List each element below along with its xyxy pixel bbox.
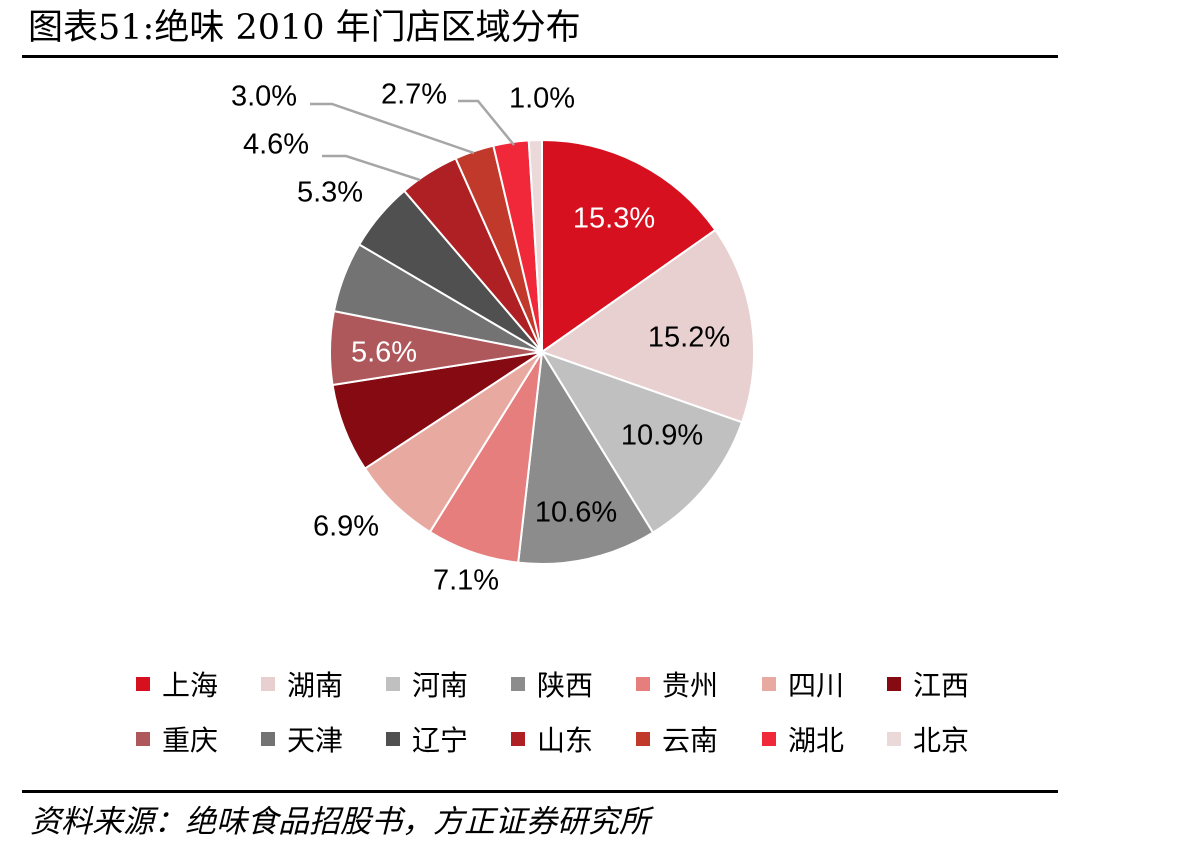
legend-label: 上海 — [162, 669, 219, 702]
legend-swatch — [386, 732, 400, 746]
data-label-湖北: 2.7% — [381, 79, 447, 111]
pie-slice-湖南 — [539, 228, 755, 424]
title-rule — [22, 55, 1058, 58]
chart-title: 图表51:绝味 2010 年门店区域分布 — [28, 8, 581, 48]
legend-label: 河南 — [412, 669, 469, 702]
legend-swatch — [136, 677, 150, 691]
data-label-辽宁: 5.3% — [297, 177, 363, 209]
pie-slice-河南 — [539, 350, 744, 535]
legend-label: 北京 — [913, 724, 970, 757]
legend-item-上海: 上海 — [136, 664, 218, 704]
legend-swatch — [136, 732, 150, 746]
legend-swatch — [636, 677, 650, 691]
legend-swatch — [636, 732, 650, 746]
legend-item-湖南: 湖南 — [261, 664, 343, 704]
legend-swatch — [887, 732, 901, 746]
legend-swatch — [762, 677, 776, 691]
data-label-重庆: 5.6% — [351, 337, 417, 369]
legend-label: 江西 — [913, 669, 970, 702]
pie-slice-北京 — [527, 138, 543, 353]
data-label-贵州: 7.1% — [433, 565, 499, 597]
source-rule — [22, 790, 1058, 793]
legend-swatch — [261, 677, 275, 691]
legend-item-贵州: 贵州 — [636, 664, 718, 704]
legend-item-辽宁: 辽宁 — [386, 719, 468, 759]
legend-item-山东: 山东 — [511, 719, 593, 759]
data-label-陕西: 10.6% — [535, 497, 617, 529]
leader-line-湖北 — [458, 99, 515, 146]
leader-line-云南 — [310, 102, 475, 155]
legend-label: 重庆 — [162, 724, 219, 757]
pie-slice-上海 — [541, 138, 717, 354]
legend-label: 湖南 — [287, 669, 344, 702]
data-label-四川: 6.9% — [313, 511, 379, 543]
legend-swatch — [261, 732, 275, 746]
legend-swatch — [762, 732, 776, 746]
legend-label: 贵州 — [662, 669, 719, 702]
legend-label: 湖北 — [788, 724, 845, 757]
leader-line-山东 — [322, 154, 421, 182]
source-note: 资料来源：绝味食品招股书，方正证券研究所 — [30, 804, 650, 840]
legend-item-湖北: 湖北 — [762, 719, 844, 759]
legend-item-陕西: 陕西 — [511, 664, 593, 704]
legend-label: 四川 — [788, 669, 845, 702]
legend-label: 云南 — [662, 724, 719, 757]
data-label-上海: 15.3% — [573, 203, 655, 235]
legend-swatch — [887, 677, 901, 691]
legend-item-四川: 四川 — [762, 664, 844, 704]
legend-label: 辽宁 — [412, 724, 469, 757]
legend-item-重庆: 重庆 — [136, 719, 218, 759]
legend-label: 山东 — [537, 724, 594, 757]
legend-item-云南: 云南 — [636, 719, 718, 759]
data-label-河南: 10.9% — [621, 420, 703, 452]
pie-chart: 15.3% 15.2% 10.9% 10.6% 7.1% 6.9% 5.6% 5.3% 4.6%… — [231, 79, 755, 597]
data-label-山东: 4.6% — [243, 129, 309, 161]
pie-slice-陕西 — [517, 349, 655, 566]
data-label-北京: 1.0% — [509, 83, 575, 115]
data-label-云南: 3.0% — [231, 81, 297, 113]
data-label-湖南: 15.2% — [648, 322, 730, 354]
legend-item-河南: 河南 — [386, 664, 468, 704]
legend-item-北京: 北京 — [887, 719, 969, 759]
legend-swatch — [511, 677, 525, 691]
legend-label: 天津 — [287, 724, 344, 757]
legend-item-江西: 江西 — [887, 664, 969, 704]
legend-label: 陕西 — [537, 669, 594, 702]
legend-item-天津: 天津 — [261, 719, 343, 759]
legend-swatch — [511, 732, 525, 746]
legend-swatch — [386, 677, 400, 691]
